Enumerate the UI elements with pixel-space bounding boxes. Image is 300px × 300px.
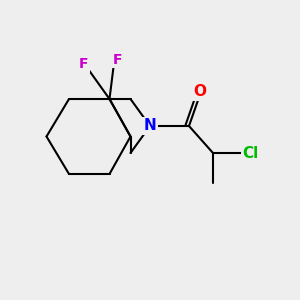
Text: F: F — [79, 58, 89, 71]
Text: Cl: Cl — [242, 146, 259, 160]
Text: O: O — [193, 84, 206, 99]
Text: F: F — [112, 53, 122, 67]
Text: N: N — [144, 118, 156, 134]
